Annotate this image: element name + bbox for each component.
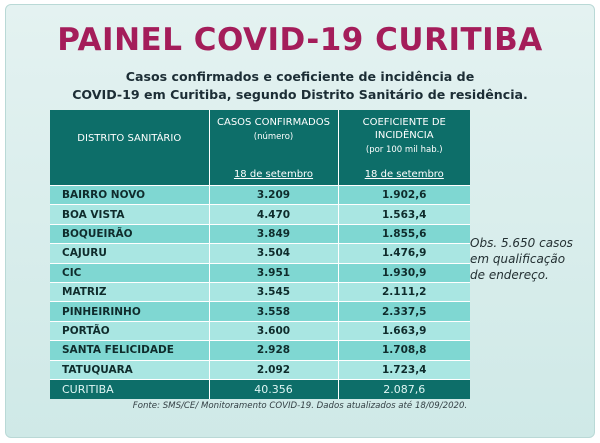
page-subtitle: Casos confirmados e coeficiente de incid… bbox=[20, 68, 580, 104]
district-cell: PINHEIRINHO bbox=[50, 301, 210, 322]
district-cell: CIC bbox=[50, 262, 210, 283]
table-row: BOQUEIRÃO 3.849 1.855,6 bbox=[50, 223, 470, 244]
subtitle-line-1: Casos confirmados e coeficiente de incid… bbox=[125, 69, 475, 84]
table-row: SANTA FELICIDADE 2.928 1.708,8 bbox=[50, 340, 470, 361]
table-row: TATUQUARA 2.092 1.723,4 bbox=[50, 359, 470, 380]
coefficient-cell: 1.476,9 bbox=[338, 243, 470, 264]
coefficient-cell: 1.708,8 bbox=[338, 340, 470, 361]
total-district-cell: CURITIBA bbox=[50, 378, 210, 399]
cases-cell: 3.504 bbox=[209, 243, 339, 264]
district-cell: PORTÃO bbox=[50, 320, 210, 341]
coefficient-cell: 1.563,4 bbox=[338, 204, 470, 225]
header-coefficient: COEFICIENTE DE INCIDÊNCIA (por 100 mil h… bbox=[338, 110, 470, 186]
observation-line-2: em qualificação bbox=[470, 252, 566, 266]
header-coefficient-note: (por 100 mil hab.) bbox=[365, 145, 443, 155]
cases-cell: 4.470 bbox=[209, 204, 339, 225]
total-cases-cell: 40.356 bbox=[209, 378, 339, 399]
district-cell: SANTA FELICIDADE bbox=[50, 340, 210, 361]
coefficient-cell: 1.930,9 bbox=[338, 262, 470, 283]
table-row: MATRIZ 3.545 2.111,2 bbox=[50, 281, 470, 302]
observation-line-1: Obs. 5.650 casos bbox=[470, 236, 573, 250]
table-header-row: DISTRITO SANITÁRIO CASOS CONFIRMADOS (nú… bbox=[50, 110, 470, 186]
cases-cell: 2.092 bbox=[209, 359, 339, 380]
header-cases: CASOS CONFIRMADOS (número) 18 de setembr… bbox=[209, 110, 339, 186]
cases-cell: 2.928 bbox=[209, 340, 339, 361]
cases-cell: 3.849 bbox=[209, 223, 339, 244]
cases-cell: 3.558 bbox=[209, 301, 339, 322]
header-cases-date: 18 de setembro bbox=[233, 169, 314, 180]
coefficient-cell: 1.855,6 bbox=[338, 223, 470, 244]
district-cell: TATUQUARA bbox=[50, 359, 210, 380]
header-cases-note: (número) bbox=[253, 132, 294, 142]
header-coefficient-date: 18 de setembro bbox=[364, 169, 444, 180]
table-row: BOA VISTA 4.470 1.563,4 bbox=[50, 204, 470, 225]
header-cases-title: CASOS CONFIRMADOS bbox=[217, 117, 330, 128]
district-cell: MATRIZ bbox=[50, 281, 210, 302]
district-cell: BAIRRO NOVO bbox=[50, 184, 210, 205]
observation-line-3: de endereço. bbox=[470, 268, 549, 282]
coefficient-cell: 2.337,5 bbox=[338, 301, 470, 322]
total-row: CURITIBA 40.356 2.087,6 bbox=[50, 378, 470, 399]
coefficient-cell: 1.902,6 bbox=[338, 184, 470, 205]
district-cell: CAJURU bbox=[50, 243, 210, 264]
district-cell: BOQUEIRÃO bbox=[50, 223, 210, 244]
subtitle-line-2: COVID-19 em Curitiba, segundo Distrito S… bbox=[72, 87, 528, 102]
cases-cell: 3.951 bbox=[209, 262, 339, 283]
coefficient-cell: 2.111,2 bbox=[338, 281, 470, 302]
page-title: PAINEL COVID-19 CURITIBA bbox=[57, 22, 543, 58]
header-coefficient-title: COEFICIENTE DE INCIDÊNCIA bbox=[362, 117, 446, 141]
source-footnote: Fonte: SMS/CE/ Monitoramento COVID-19. D… bbox=[132, 401, 468, 411]
table-row: PINHEIRINHO 3.558 2.337,5 bbox=[50, 301, 470, 322]
cases-cell: 3.600 bbox=[209, 320, 339, 341]
header-district-label: DISTRITO SANITÁRIO bbox=[77, 133, 182, 144]
observation-note: Obs. 5.650 casos em qualificação de ende… bbox=[470, 235, 590, 283]
total-coefficient-cell: 2.087,6 bbox=[338, 378, 470, 399]
table-row: CIC 3.951 1.930,9 bbox=[50, 262, 470, 283]
table-row: PORTÃO 3.600 1.663,9 bbox=[50, 320, 470, 341]
header-district: DISTRITO SANITÁRIO bbox=[50, 110, 210, 186]
cases-table: DISTRITO SANITÁRIO CASOS CONFIRMADOS (nú… bbox=[50, 110, 470, 399]
table-row: BAIRRO NOVO 3.209 1.902,6 bbox=[50, 184, 470, 205]
district-cell: BOA VISTA bbox=[50, 204, 210, 225]
coefficient-cell: 1.723,4 bbox=[338, 359, 470, 380]
table-row: CAJURU 3.504 1.476,9 bbox=[50, 243, 470, 264]
cases-cell: 3.545 bbox=[209, 281, 339, 302]
cases-cell: 3.209 bbox=[209, 184, 339, 205]
coefficient-cell: 1.663,9 bbox=[338, 320, 470, 341]
